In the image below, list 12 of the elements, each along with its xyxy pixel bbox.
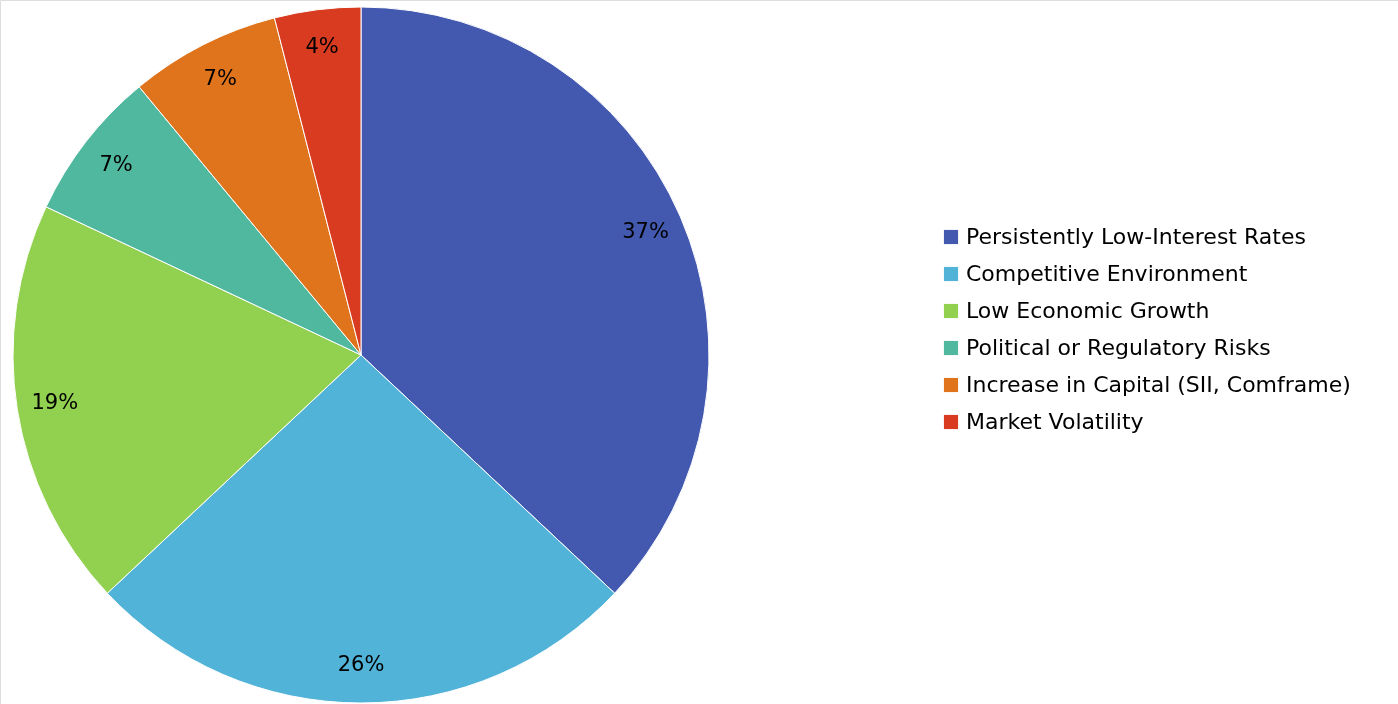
data-label: 37% — [622, 218, 669, 243]
legend-label: Low Economic Growth — [966, 298, 1210, 323]
legend-label: Increase in Capital (SII, Comframe) — [966, 372, 1351, 397]
legend-label: Competitive Environment — [966, 261, 1248, 286]
legend-label: Persistently Low-Interest Rates — [966, 224, 1306, 249]
data-label: 19% — [31, 390, 79, 415]
legend-label: Political or Regulatory Risks — [966, 335, 1271, 360]
data-label: 4% — [305, 34, 339, 59]
data-label: 7% — [99, 152, 133, 176]
data-label: 7% — [203, 65, 237, 90]
legend-label: Market Volatility — [966, 409, 1144, 434]
data-label: 26% — [337, 652, 385, 676]
